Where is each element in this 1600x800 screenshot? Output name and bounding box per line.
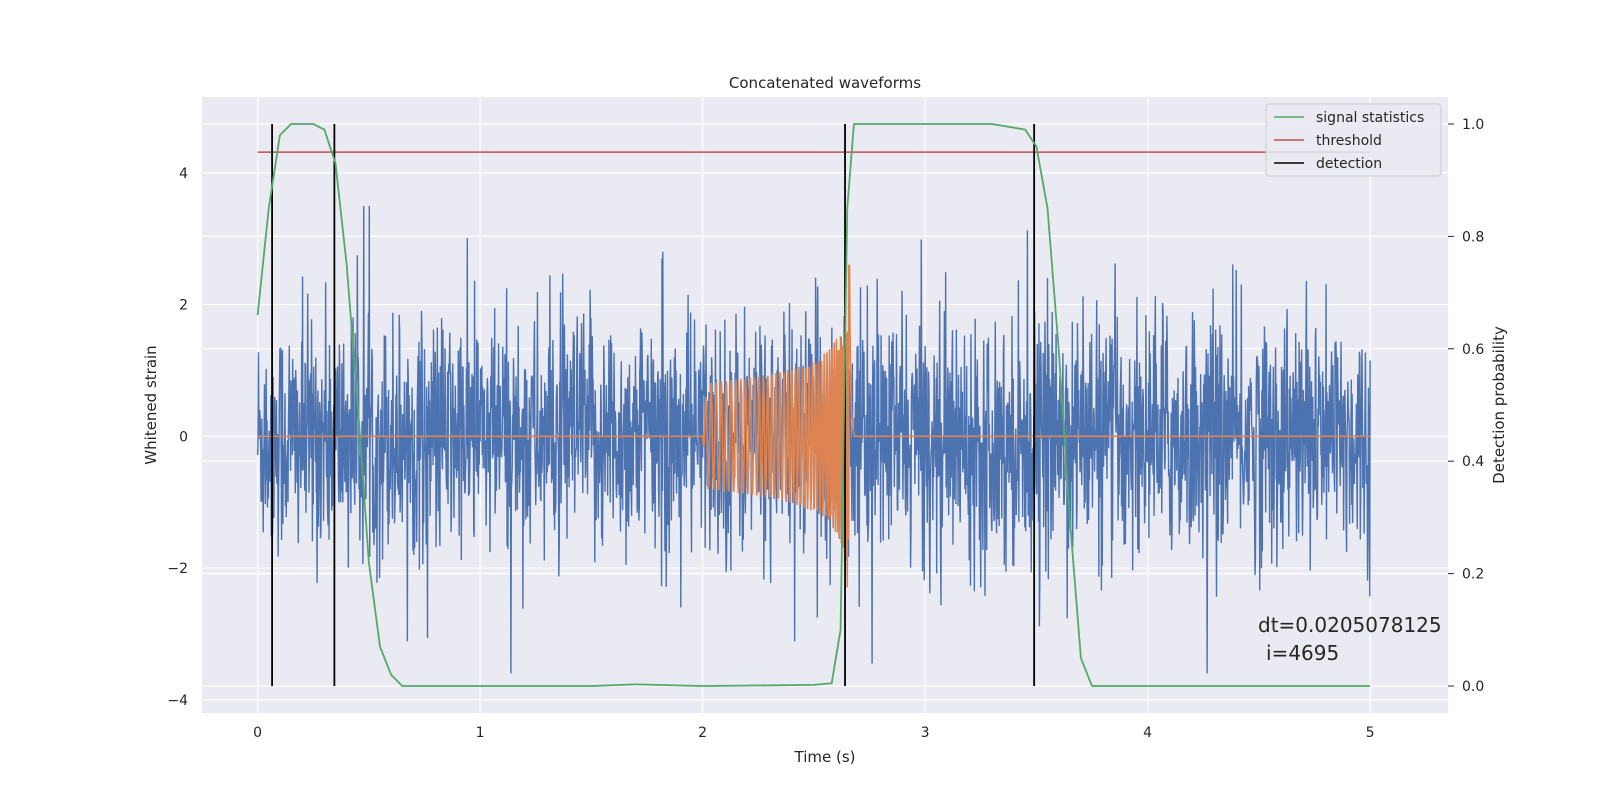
y2-tick-label: 0.0	[1462, 679, 1484, 695]
legend-box	[1265, 103, 1442, 177]
legend-label-threshold: threshold	[1316, 133, 1382, 149]
signal-statistics-series	[256, 123, 1371, 687]
legend: signal statistics threshold detection	[1265, 103, 1442, 177]
x-tick-label: 4	[1143, 725, 1152, 741]
y2-tick-label: 0.2	[1462, 567, 1484, 583]
y2-axis-label: Detection probability	[1490, 326, 1508, 484]
annotation-dt: dt=0.0205078125	[1258, 613, 1442, 637]
x-tick-label: 2	[698, 725, 707, 741]
injection-line	[257, 264, 1371, 588]
y-axis-label: Whitened strain	[142, 345, 160, 464]
y2-tick-label: 0.6	[1462, 342, 1484, 358]
y2-tick-label: 0.4	[1462, 454, 1484, 470]
chart-title: Concatenated waveforms	[729, 74, 921, 92]
legend-label-detection: detection	[1316, 156, 1382, 172]
y-tick-label: 0	[179, 429, 188, 445]
signal-statistics-line	[256, 123, 1371, 687]
x-tick-label: 3	[921, 725, 930, 741]
injection-series	[257, 264, 1371, 588]
y-tick-labels: −4 −2 0 2 4	[167, 166, 188, 709]
x-axis-label: Time (s)	[794, 748, 856, 766]
detection-series	[271, 123, 1036, 687]
y2-tick-label: 1.0	[1462, 117, 1484, 133]
x-tick-label: 0	[253, 725, 262, 741]
y-tick-label: 2	[179, 298, 188, 314]
x-tick-labels: 0 1 2 3 4 5	[253, 725, 1374, 741]
y2-tick-labels: 0.0 0.2 0.4 0.6 0.8 1.0	[1448, 117, 1484, 695]
y2-tick-label: 0.8	[1462, 229, 1484, 245]
annotation-i: i=4695	[1266, 641, 1339, 665]
y-tick-label: 4	[179, 166, 188, 182]
legend-label-signal-statistics: signal statistics	[1316, 110, 1424, 126]
x-tick-label: 5	[1366, 725, 1375, 741]
x-tick-label: 1	[476, 725, 485, 741]
y-tick-label: −2	[167, 561, 188, 577]
y-tick-label: −4	[167, 693, 188, 709]
